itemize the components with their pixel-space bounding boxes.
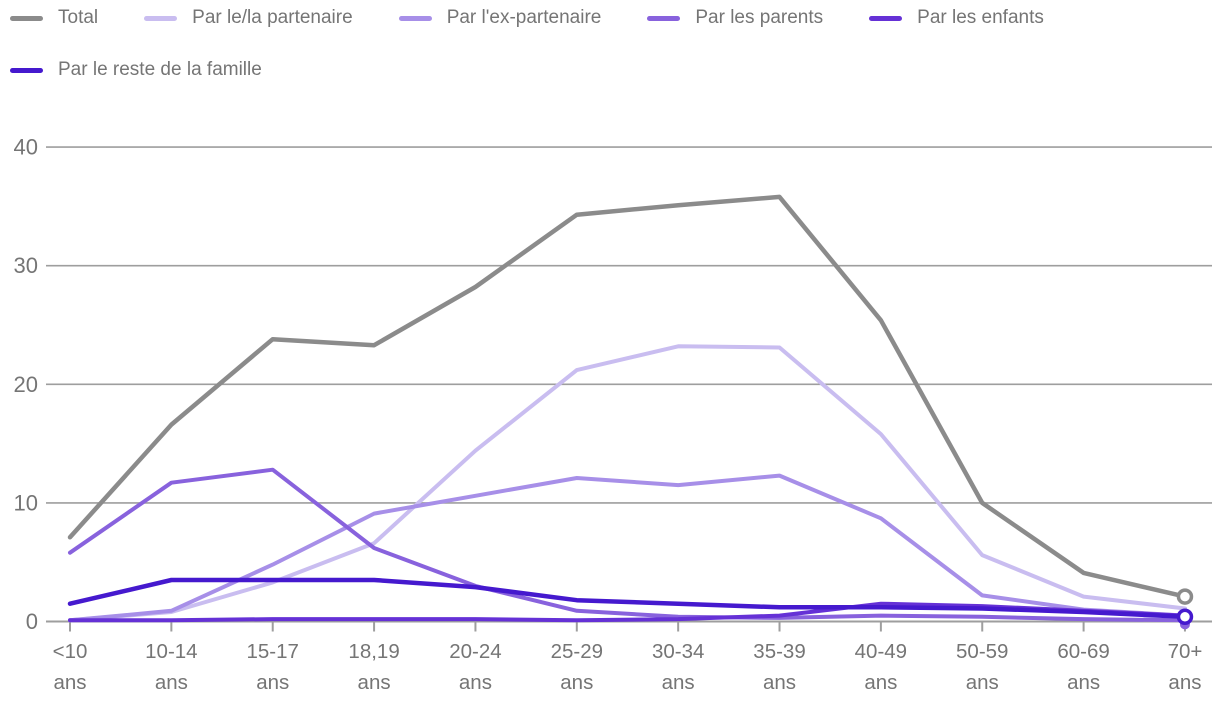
x-axis-tick-label: ans <box>155 671 188 694</box>
y-axis-tick-label: 10 <box>14 490 38 515</box>
legend-item-par-le-la-partenaire[interactable]: Par le/la partenaire <box>144 4 353 32</box>
x-axis-tick-label: ans <box>358 671 391 694</box>
x-axis-tick-label: 50-59 <box>956 640 1008 663</box>
x-axis-tick-label: 20-24 <box>449 640 501 663</box>
legend-label: Par le reste de la famille <box>58 59 262 80</box>
legend-item-par-l-ex-partenaire[interactable]: Par l'ex-partenaire <box>398 4 602 32</box>
legend-swatch-icon <box>647 15 681 21</box>
legend-label: Par l'ex-partenaire <box>446 7 602 28</box>
legend-label: Par les parents <box>695 7 824 28</box>
y-axis-tick-label: 0 <box>26 609 38 634</box>
x-axis-tick-label: ans <box>662 671 695 694</box>
series-line-par-l-ex-partenaire <box>68 473 1187 623</box>
legend-item-par-les-parents[interactable]: Par les parents <box>647 4 823 32</box>
x-axis-tick-label: 60-69 <box>1057 640 1109 663</box>
legend-swatch-icon <box>869 15 903 21</box>
x-axis-tick-label: 25-29 <box>551 640 603 663</box>
x-axis-tick-label: ans <box>763 671 796 694</box>
legend-swatch-icon <box>10 15 43 21</box>
x-axis-tick-label: 30-34 <box>652 640 704 663</box>
end-marker-open-circle-par-le-reste-de-la-famille <box>1176 608 1194 626</box>
x-axis-tick-label: ans <box>459 671 492 694</box>
x-axis-tick-label: ans <box>966 671 999 694</box>
x-axis-tick-label: ans <box>256 671 289 694</box>
x-axis-tick-label: ans <box>560 671 593 694</box>
end-marker-open-circle-total <box>1176 588 1194 605</box>
y-axis-tick-label: 40 <box>14 135 38 160</box>
y-axis-tick-label: 20 <box>14 372 38 397</box>
series-line-par-les-parents <box>68 467 1187 623</box>
x-axis-tick-label: ans <box>1067 671 1100 694</box>
series-line-total <box>67 194 1188 599</box>
x-axis-tick-label: ans <box>1168 671 1201 694</box>
series-line-par-le-la-partenaire <box>68 344 1187 623</box>
x-axis-tick-label: <10 <box>53 640 88 663</box>
y-axis-tick-label: 30 <box>14 253 38 278</box>
x-axis-tick-label: 18,19 <box>348 640 399 663</box>
x-axis-tick-label: 35-39 <box>753 640 805 663</box>
legend-swatch-icon <box>144 15 178 21</box>
x-axis-tick-label: 15-17 <box>247 640 299 663</box>
legend-swatch-icon <box>398 15 432 21</box>
chart-legend: Total Par le/la partenaire Par l'ex-parten… <box>10 4 1215 84</box>
x-axis-tick-label: 40-49 <box>855 640 907 663</box>
x-axis-tick-label: ans <box>864 671 897 694</box>
legend-swatch-icon <box>10 67 43 73</box>
legend-item-par-les-enfants[interactable]: Par les enfants <box>869 4 1044 32</box>
x-axis-tick-label: 70+ <box>1168 640 1203 663</box>
legend-item-par-le-reste-de-la-famille[interactable]: Par le reste de la famille <box>10 56 262 84</box>
x-axis-tick-label: 10-14 <box>145 640 197 663</box>
x-axis: <10 ans 10-14 ans 15-17 ans 18,19 ans 20-24 ans 25… <box>53 621 1203 694</box>
series-line-par-le-reste-de-la-famille <box>67 577 1188 620</box>
legend-label: Par le/la partenaire <box>192 7 353 28</box>
legend-label: Total <box>58 7 99 28</box>
legend-item-total[interactable]: Total <box>10 4 98 32</box>
x-axis-tick-label: ans <box>53 671 86 694</box>
legend-label: Par les enfants <box>917 7 1044 28</box>
